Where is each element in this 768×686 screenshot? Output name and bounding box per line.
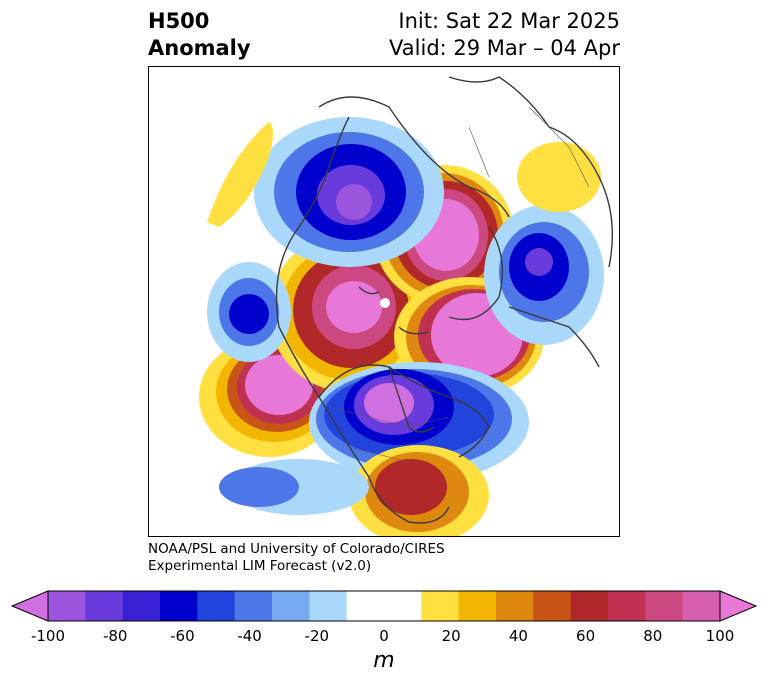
colorbar-segment: [234, 591, 273, 621]
valid-range: Valid: 29 Mar – 04 Apr: [389, 36, 620, 60]
colorbar-tick-label: -60: [170, 627, 195, 645]
anomaly-nw-pacific: [207, 122, 273, 227]
colorbar-segment: [496, 591, 534, 621]
colorbar-segment: [533, 591, 572, 621]
colorbar-under-arrow: [10, 590, 49, 622]
anomaly-southeast-us: [349, 445, 489, 536]
variable-name: H500: [148, 9, 210, 33]
colorbar-over-arrow: [719, 590, 758, 622]
init-date: Init: Sat 22 Mar 2025: [398, 9, 620, 33]
colorbar: [10, 590, 758, 622]
colorbar-segment: [122, 591, 161, 621]
colorbar-segment: [48, 591, 86, 621]
colorbar-segment: [160, 591, 198, 621]
colorbar-tick-label: 80: [643, 627, 663, 645]
colorbar-segment: [421, 591, 460, 621]
credit-line2: Experimental LIM Forecast (v2.0): [148, 558, 372, 574]
anomaly-siberia: [374, 165, 514, 305]
colorbar-segment: [682, 591, 721, 621]
anomaly-map: [148, 66, 620, 537]
anomaly-southwest: [219, 459, 369, 515]
colorbar-segment: [197, 591, 236, 621]
colorbar-segment: [272, 591, 310, 621]
colorbar-segment: [645, 591, 684, 621]
variable-type: Anomaly: [148, 36, 251, 60]
colorbar-tick-label: 20: [441, 627, 461, 645]
anomaly-hudson: [309, 362, 529, 482]
colorbar-segment: [608, 591, 646, 621]
map-canvas: [199, 76, 613, 536]
colorbar-unit: m: [373, 648, 395, 673]
borders: [328, 106, 590, 463]
colorbar-tick-label: 0: [379, 627, 389, 645]
title-left: H500 Anomaly: [148, 8, 251, 62]
credit-line1: NOAA/PSL and University of Colorado/CIRE…: [148, 541, 445, 557]
colorbar-tick-label: -20: [304, 627, 330, 645]
colorbar-tick-label: -100: [30, 627, 66, 645]
pole-marker: [380, 298, 390, 308]
colorbar-segment: [384, 591, 422, 621]
colorbar-segment: [346, 591, 385, 621]
colorbar-tick-label: 100: [705, 627, 735, 645]
anomaly-western-europe: [484, 205, 604, 345]
colorbar-frame: [47, 590, 721, 622]
colorbar-segment: [85, 591, 124, 621]
colorbar-tick-label: 40: [508, 627, 528, 645]
colorbar-segment: [309, 591, 348, 621]
title-right: Init: Sat 22 Mar 2025 Valid: 29 Mar – 04…: [389, 8, 620, 62]
colorbar-segment: [458, 591, 497, 621]
anomaly-central-asia: [254, 117, 444, 267]
colorbar-tick-label: -80: [102, 627, 128, 645]
anomaly-africa: [517, 142, 601, 212]
anomaly-alaska: [269, 232, 429, 392]
credit: NOAA/PSL and University of Colorado/CIRE…: [148, 541, 445, 575]
colorbar-segment: [570, 591, 609, 621]
anomaly-western-pacific: [207, 262, 291, 362]
colorbar-tick-label: 60: [576, 627, 596, 645]
colorbar-tick-label: -40: [237, 627, 262, 645]
